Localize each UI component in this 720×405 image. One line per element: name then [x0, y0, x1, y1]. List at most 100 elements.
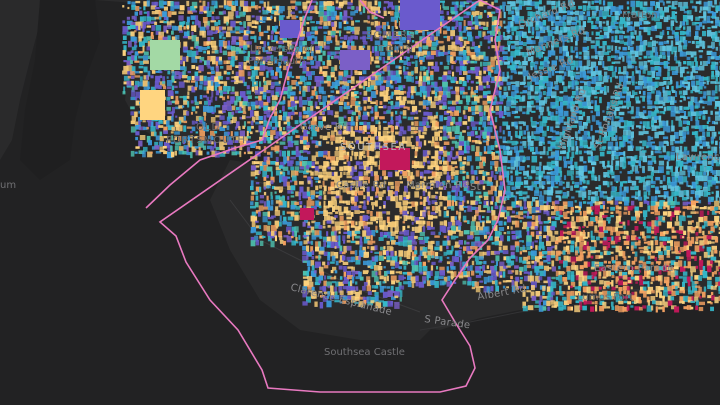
building: [467, 131, 472, 136]
building: [574, 210, 581, 213]
building: [502, 31, 505, 38]
building: [347, 1, 353, 6]
building: [378, 216, 383, 222]
building: [375, 120, 380, 125]
building: [351, 41, 355, 47]
building: [199, 26, 206, 33]
building: [706, 166, 713, 172]
building: [711, 11, 717, 19]
building: [554, 156, 559, 161]
building: [586, 50, 590, 56]
building: [420, 66, 426, 71]
building: [211, 91, 214, 98]
building: [443, 35, 447, 39]
building: [191, 146, 197, 153]
building: [507, 150, 513, 156]
building: [458, 56, 463, 64]
building: [642, 70, 646, 74]
building: [667, 90, 671, 96]
building: [158, 141, 163, 147]
building: [234, 76, 239, 83]
building: [706, 141, 710, 147]
building: [422, 181, 425, 186]
building: [523, 210, 528, 214]
building: [566, 16, 572, 23]
building: [582, 125, 588, 129]
building: [315, 126, 320, 132]
building: [663, 41, 670, 45]
building: [511, 45, 516, 49]
building: [618, 146, 621, 150]
building: [239, 106, 242, 112]
building: [138, 126, 145, 131]
building: [406, 56, 410, 61]
building: [595, 140, 599, 145]
building: [462, 45, 466, 48]
building: [343, 171, 346, 175]
building: [670, 110, 676, 117]
building: [187, 30, 190, 38]
building: [674, 100, 677, 103]
building: [358, 165, 365, 170]
building: [503, 91, 509, 98]
building: [242, 76, 245, 84]
building: [538, 51, 543, 58]
building: [350, 121, 355, 126]
building: [487, 176, 492, 184]
building: [691, 21, 697, 26]
building: [614, 186, 617, 192]
building: [426, 186, 431, 189]
building: [219, 26, 224, 31]
building: [407, 71, 414, 76]
building: [534, 76, 539, 83]
building: [203, 50, 206, 54]
building: [523, 180, 529, 185]
building: [414, 161, 420, 168]
building: [439, 115, 444, 122]
building: [551, 160, 557, 165]
building: [435, 101, 440, 105]
building: [482, 156, 486, 164]
building: [426, 76, 430, 81]
building: [407, 170, 411, 177]
building: [338, 156, 345, 161]
building: [522, 141, 527, 146]
building: [398, 115, 401, 122]
building: [406, 35, 411, 42]
building: [434, 160, 439, 168]
building: [467, 50, 471, 56]
building: [675, 35, 679, 42]
building: [603, 205, 605, 210]
building: [226, 116, 231, 123]
building: [442, 16, 445, 19]
building: [306, 131, 310, 135]
building: [370, 76, 377, 80]
building: [543, 86, 547, 89]
building: [487, 61, 491, 66]
building: [651, 25, 657, 32]
building: [582, 95, 587, 98]
building: [595, 81, 602, 89]
building: [607, 1, 613, 8]
building: [162, 81, 165, 84]
building: [695, 175, 700, 181]
building: [643, 210, 648, 217]
building: [688, 40, 691, 44]
building: [575, 40, 578, 46]
building: [246, 90, 251, 95]
building: [578, 60, 583, 68]
building: [366, 215, 370, 220]
building: [555, 55, 558, 60]
building: [578, 5, 583, 10]
building: [518, 61, 522, 66]
building: [346, 200, 350, 205]
building: [403, 215, 408, 221]
building: [651, 16, 655, 21]
building: [647, 190, 651, 196]
building: [310, 0, 317, 4]
building: [618, 66, 621, 73]
building: [415, 51, 420, 58]
building: [686, 106, 692, 110]
building: [631, 71, 635, 76]
